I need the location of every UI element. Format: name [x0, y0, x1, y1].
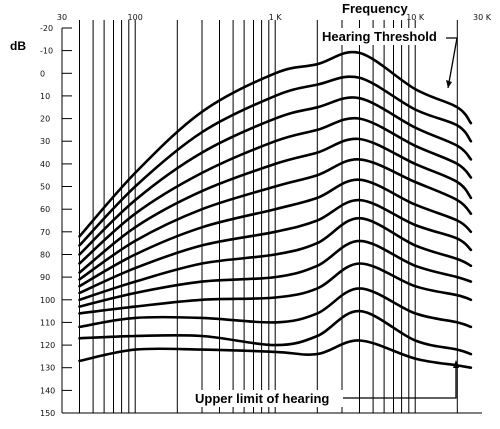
y-tick-label: 60 — [40, 205, 50, 214]
x-tick-label: 100 — [128, 13, 143, 22]
loudness-curve-8 — [78, 216, 473, 302]
loudness-curve-1 — [78, 75, 473, 247]
upper-limit-leader — [343, 366, 457, 399]
x-axis-title: Frequency — [342, 1, 409, 16]
x-tick-label: 1 K — [269, 13, 283, 22]
y-tick-label: 150 — [40, 409, 55, 418]
y-tick-label: 80 — [40, 251, 50, 260]
y-tick-label: 100 — [40, 296, 55, 305]
y-tick-label: 10 — [40, 92, 50, 101]
loudness-curve-2 — [78, 96, 473, 256]
x-tick-label: 30 — [57, 13, 67, 22]
upper-limit-label-bg — [190, 390, 343, 407]
y-tick-label: 140 — [40, 386, 55, 395]
upper-limit-arrowhead — [453, 360, 459, 368]
loudness-curve-9 — [78, 239, 473, 308]
y-axis-title: dB — [10, 39, 26, 53]
y-tick-label: 70 — [40, 228, 50, 237]
y-tick-label: 50 — [40, 183, 50, 192]
y-tick-label: 20 — [40, 115, 50, 124]
loudness-curve-11 — [78, 287, 473, 329]
y-tick-label: 110 — [40, 318, 55, 327]
y-tick-label: 0 — [40, 69, 45, 78]
y-tick-label: 90 — [40, 273, 50, 282]
hearing-threshold-leader — [445, 37, 458, 89]
hearing-threshold-label: Hearing Threshold — [322, 29, 437, 44]
x-tick-label: 10 K — [406, 13, 425, 22]
y-tick-label: 130 — [40, 364, 55, 373]
loudness-curve-5 — [78, 158, 473, 281]
y-tick-label: 30 — [40, 137, 50, 146]
loudness-curve-10 — [78, 262, 473, 315]
upper-limit-label: Upper limit of hearing — [195, 391, 329, 406]
y-tick-label: 120 — [40, 341, 55, 350]
x-tick-label: 30 K — [473, 13, 492, 22]
loudness-curve-6 — [78, 178, 473, 288]
loudness-curve-4 — [78, 137, 473, 274]
loudness-curve-7 — [78, 198, 473, 295]
loudness-curves — [78, 50, 473, 369]
loudness-curve-0 — [78, 50, 473, 238]
y-tick-label: 40 — [40, 160, 50, 169]
hearing-threshold-arrowhead — [446, 80, 452, 88]
hearing-threshold-label-bg — [318, 28, 446, 45]
loudness-curve-13 — [78, 339, 473, 369]
y-tick-label: -20 — [40, 24, 53, 33]
y-tick-label: -10 — [40, 47, 53, 56]
loudness-curve-12 — [78, 309, 473, 356]
tick-labels: -20 -10 0 10 20 30 40 50 60 70 80 90 100 110 120 130 140… — [40, 13, 492, 418]
annotations: Hearing Threshold Upper limit of hearing — [190, 28, 459, 407]
loudness-curve-3 — [78, 116, 473, 265]
grid — [61, 20, 482, 414]
